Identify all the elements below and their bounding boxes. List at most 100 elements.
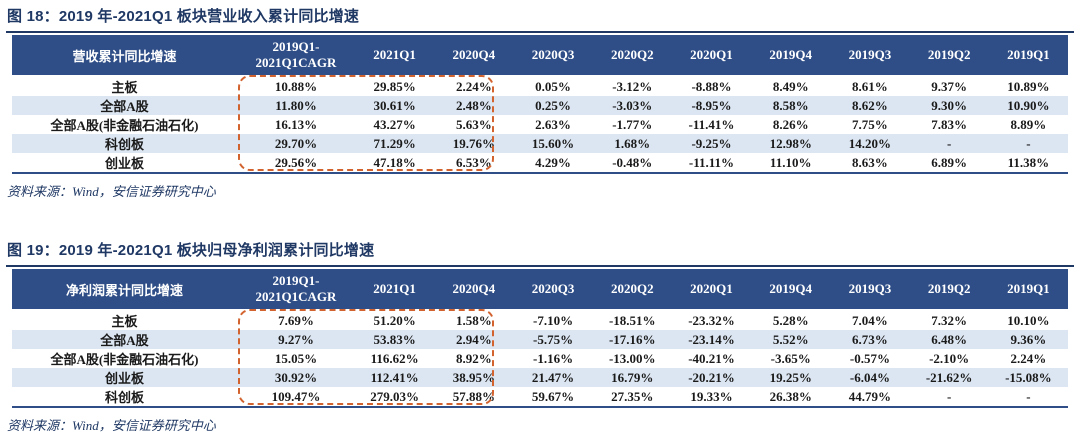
cagr-column-header: 2019Q1- 2021Q1CAGR: [237, 269, 355, 311]
table-wrap: 净利润累计同比增速 2019Q1- 2021Q1CAGR 2021Q1 2020Q4 20…: [12, 269, 1068, 408]
quarter-column-header: 2020Q1: [671, 35, 752, 77]
quarter-column-header: 2019Q1: [988, 269, 1068, 311]
value-cell: 116.62%: [355, 349, 435, 368]
value-cell: -0.48%: [592, 153, 672, 173]
value-cell: 16.79%: [592, 368, 672, 387]
value-cell: 1.68%: [592, 134, 672, 153]
value-cell: 0.25%: [513, 96, 593, 115]
value-cell: -2.10%: [909, 349, 989, 368]
value-cell: 10.10%: [988, 310, 1068, 330]
value-cell: -3.03%: [592, 96, 672, 115]
value-cell: 10.90%: [988, 96, 1068, 115]
figure-title: 图 18：2019 年-2021Q1 板块营业收入累计同比增速: [7, 8, 360, 25]
source-note: 资料来源：Wind，安信证券研究中心: [7, 184, 216, 199]
value-cell: 44.79%: [830, 387, 910, 407]
value-cell: 8.92%: [434, 349, 514, 368]
value-cell: 2.63%: [513, 115, 593, 134]
value-cell: 26.38%: [751, 387, 831, 407]
value-cell: 8.26%: [751, 115, 831, 134]
title-rule: [6, 31, 1074, 33]
source-note: 资料来源：Wind，安信证券研究中心: [7, 418, 216, 433]
table-row: 主板 10.88% 29.85% 2.24% 0.05% -3.12% -8.88% 8.49…: [12, 76, 1068, 96]
table-row: 创业板 29.56% 47.18% 6.53% 4.29% -0.48% -11.11% 11…: [12, 153, 1068, 173]
value-cell: -11.11%: [671, 153, 752, 173]
value-cell: -5.75%: [513, 330, 593, 349]
value-cell: 1.58%: [434, 310, 514, 330]
value-cell: 12.98%: [751, 134, 831, 153]
value-cell: -13.00%: [592, 349, 672, 368]
value-cell: 30.92%: [237, 368, 355, 387]
value-cell: 8.89%: [988, 115, 1068, 134]
value-cell: 47.18%: [355, 153, 435, 173]
value-cell: -8.88%: [671, 76, 752, 96]
value-cell: 19.76%: [434, 134, 514, 153]
row-label: 创业板: [12, 153, 237, 173]
table-header-row: 营收累计同比增速 2019Q1- 2021Q1CAGR 2021Q1 2020Q4 202…: [12, 35, 1068, 77]
value-cell: 29.70%: [237, 134, 355, 153]
quarter-column-header: 2021Q1: [355, 269, 435, 311]
table-row: 全部A股 9.27% 53.83% 2.94% -5.75% -17.16% -23.14%…: [12, 330, 1068, 349]
value-cell: 10.89%: [988, 76, 1068, 96]
value-cell: 2.24%: [434, 76, 514, 96]
value-cell: 8.58%: [751, 96, 831, 115]
value-cell: 9.36%: [988, 330, 1068, 349]
value-cell: -18.51%: [592, 310, 672, 330]
value-cell: 29.56%: [237, 153, 355, 173]
metric-column-header: 营收累计同比增速: [12, 35, 237, 77]
value-cell: 30.61%: [355, 96, 435, 115]
quarter-column-header: 2019Q3: [830, 35, 910, 77]
quarter-column-header: 2019Q4: [751, 35, 831, 77]
quarter-column-header: 2020Q2: [592, 35, 672, 77]
value-cell: -9.25%: [671, 134, 752, 153]
row-label: 创业板: [12, 368, 237, 387]
value-cell: -23.32%: [671, 310, 752, 330]
value-cell: 53.83%: [355, 330, 435, 349]
value-cell: 14.20%: [830, 134, 910, 153]
cagr-header-line1: 2019Q1-: [272, 39, 320, 54]
table-header-row: 净利润累计同比增速 2019Q1- 2021Q1CAGR 2021Q1 2020Q4 20…: [12, 269, 1068, 311]
value-cell: 6.48%: [909, 330, 989, 349]
value-cell: 6.89%: [909, 153, 989, 173]
value-cell: -20.21%: [671, 368, 752, 387]
metric-column-header: 净利润累计同比增速: [12, 269, 237, 311]
value-cell: 112.41%: [355, 368, 435, 387]
quarter-column-header: 2020Q1: [671, 269, 752, 311]
value-cell: 5.28%: [751, 310, 831, 330]
value-cell: 43.27%: [355, 115, 435, 134]
quarter-column-header: 2019Q3: [830, 269, 910, 311]
value-cell: -23.14%: [671, 330, 752, 349]
value-cell: -3.65%: [751, 349, 831, 368]
row-label: 主板: [12, 310, 237, 330]
value-cell: 38.95%: [434, 368, 514, 387]
quarter-column-header: 2020Q4: [434, 35, 514, 77]
value-cell: 7.04%: [830, 310, 910, 330]
quarter-column-header: 2020Q3: [513, 35, 593, 77]
value-cell: 11.10%: [751, 153, 831, 173]
revenue-growth-table: 营收累计同比增速 2019Q1- 2021Q1CAGR 2021Q1 2020Q4 202…: [12, 35, 1068, 174]
value-cell: -21.62%: [909, 368, 989, 387]
table-row: 主板 7.69% 51.20% 1.58% -7.10% -18.51% -23.32% 5.…: [12, 310, 1068, 330]
value-cell: 21.47%: [513, 368, 593, 387]
value-cell: 9.37%: [909, 76, 989, 96]
value-cell: 29.85%: [355, 76, 435, 96]
value-cell: -6.04%: [830, 368, 910, 387]
value-cell: 71.29%: [355, 134, 435, 153]
value-cell: 2.94%: [434, 330, 514, 349]
value-cell: 6.73%: [830, 330, 910, 349]
table-row: 科创板 109.47% 279.03% 57.88% 59.67% 27.35% 19.33…: [12, 387, 1068, 407]
row-label: 全部A股(非金融石油石化): [12, 349, 237, 368]
value-cell: -17.16%: [592, 330, 672, 349]
value-cell: 109.47%: [237, 387, 355, 407]
value-cell: -15.08%: [988, 368, 1068, 387]
value-cell: -0.57%: [830, 349, 910, 368]
value-cell: 9.27%: [237, 330, 355, 349]
value-cell: 8.63%: [830, 153, 910, 173]
value-cell: 11.80%: [237, 96, 355, 115]
quarter-column-header: 2020Q4: [434, 269, 514, 311]
value-cell: -3.12%: [592, 76, 672, 96]
value-cell: 15.60%: [513, 134, 593, 153]
quarter-column-header: 2019Q2: [909, 35, 989, 77]
value-cell: 57.88%: [434, 387, 514, 407]
quarter-column-header: 2020Q2: [592, 269, 672, 311]
